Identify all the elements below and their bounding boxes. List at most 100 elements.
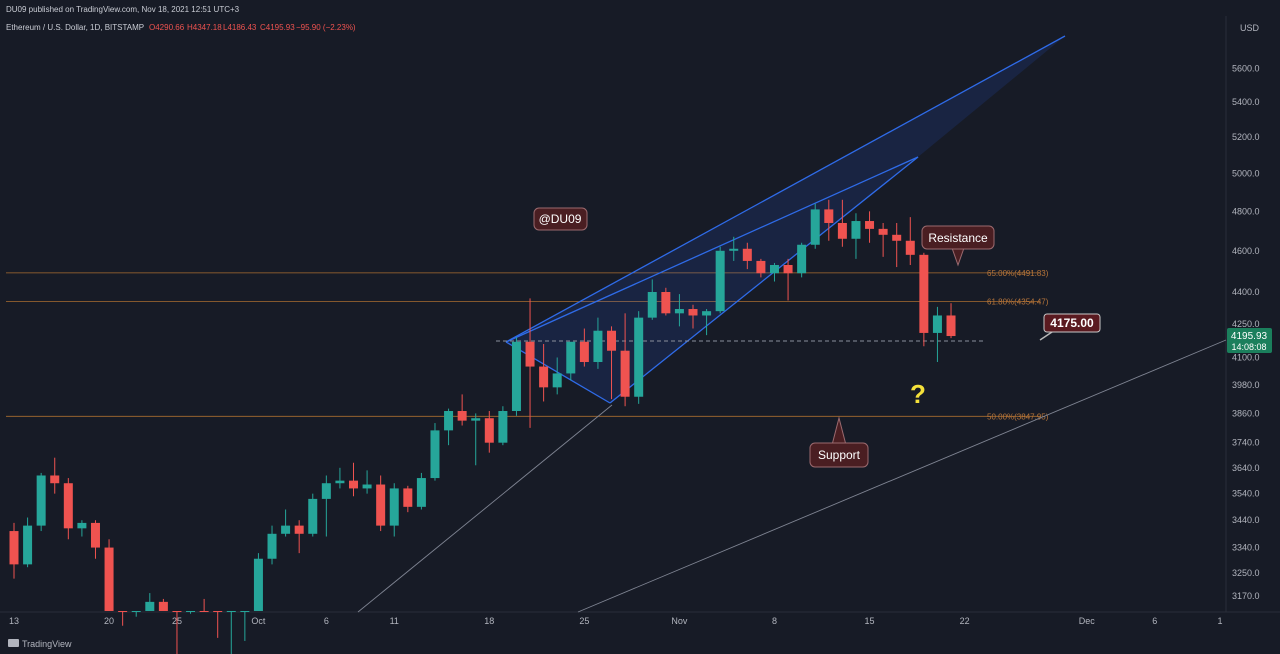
candle[interactable] — [905, 217, 915, 266]
candle[interactable] — [389, 483, 399, 537]
candle[interactable] — [932, 306, 942, 363]
candle[interactable] — [715, 246, 725, 314]
candle[interactable] — [607, 326, 617, 400]
candle[interactable] — [403, 485, 413, 513]
candle[interactable] — [362, 470, 372, 494]
fib-level-label: 61.80%(4354.47) — [987, 298, 1049, 307]
candle-body — [77, 522, 87, 529]
candle[interactable] — [756, 258, 766, 278]
candle[interactable] — [810, 203, 820, 249]
candle[interactable] — [77, 520, 87, 537]
support-callout[interactable]: Support — [809, 416, 869, 468]
candle[interactable] — [702, 309, 712, 336]
candle[interactable] — [444, 408, 454, 446]
candle-body — [281, 525, 291, 534]
trendline-1[interactable] — [357, 404, 613, 613]
candle[interactable] — [199, 598, 209, 612]
candle[interactable] — [579, 328, 589, 367]
candle[interactable] — [226, 611, 236, 654]
candle[interactable] — [253, 553, 263, 611]
candle[interactable] — [729, 236, 739, 261]
candle[interactable] — [892, 222, 902, 268]
candles[interactable] — [9, 199, 956, 654]
candle-body — [634, 317, 644, 397]
candle[interactable] — [647, 279, 657, 320]
candle[interactable] — [783, 258, 793, 301]
time-tick-label: Oct — [251, 616, 266, 626]
candle[interactable] — [511, 337, 521, 416]
candle[interactable] — [158, 598, 168, 611]
candle[interactable] — [769, 262, 779, 282]
candle-body — [797, 244, 807, 274]
candle[interactable] — [349, 462, 358, 497]
time-tick-label: Dec — [1079, 616, 1096, 626]
candle[interactable] — [186, 611, 196, 614]
candle-body — [484, 418, 494, 443]
candle[interactable] — [267, 525, 277, 565]
candle[interactable] — [865, 211, 875, 243]
time-tick-label: 6 — [324, 616, 329, 626]
candle[interactable] — [525, 298, 535, 428]
candle[interactable] — [104, 539, 114, 611]
candle[interactable] — [688, 304, 698, 329]
candle[interactable] — [674, 294, 684, 327]
tradingview-brand[interactable]: TradingView — [8, 639, 72, 649]
candle-body — [783, 265, 793, 274]
candle-body — [511, 341, 521, 412]
candle[interactable] — [131, 611, 141, 617]
candle[interactable] — [620, 313, 630, 407]
candle[interactable] — [9, 522, 19, 579]
candle[interactable] — [552, 357, 562, 395]
candle[interactable] — [240, 611, 250, 641]
candle[interactable] — [23, 517, 33, 568]
candle[interactable] — [457, 394, 467, 426]
target-price-callout[interactable]: 4175.00 — [1039, 313, 1101, 341]
candle[interactable] — [63, 478, 73, 540]
candle[interactable] — [498, 406, 508, 446]
candle[interactable] — [797, 242, 807, 278]
candle[interactable] — [661, 287, 671, 316]
rising-wedge[interactable] — [505, 35, 1066, 404]
candle[interactable] — [593, 317, 603, 369]
candle-body — [471, 418, 481, 421]
candle[interactable] — [118, 611, 128, 626]
candle[interactable] — [634, 311, 644, 404]
candle[interactable] — [566, 341, 576, 381]
candle[interactable] — [824, 199, 834, 241]
candle[interactable] — [294, 520, 304, 554]
candle[interactable] — [851, 213, 861, 259]
current-price-badge[interactable]: 4195.93 14:08:08 — [1227, 328, 1272, 353]
candle[interactable] — [539, 344, 549, 402]
candle[interactable] — [50, 457, 60, 494]
candle[interactable] — [145, 593, 155, 611]
candle[interactable] — [416, 472, 426, 510]
support-callout-text: Support — [818, 448, 861, 462]
candle[interactable] — [946, 303, 956, 339]
candle[interactable] — [430, 423, 440, 481]
resistance-callout[interactable]: Resistance — [921, 225, 995, 267]
candle[interactable] — [742, 242, 752, 270]
candle-body — [525, 341, 535, 367]
trendline-2[interactable] — [577, 339, 1227, 613]
candle[interactable] — [837, 199, 847, 247]
candle[interactable] — [878, 222, 888, 257]
candle[interactable] — [213, 611, 223, 638]
candle[interactable] — [172, 611, 182, 654]
candle[interactable] — [335, 467, 345, 489]
price-axis[interactable]: USD 3170.0 3250.0 3340.0 3440.0 3540.0 3640.0… — [1232, 23, 1260, 601]
handle-callout[interactable]: @DU09 — [533, 207, 588, 231]
candle[interactable] — [281, 509, 291, 537]
candle-body — [566, 341, 576, 374]
candle[interactable] — [308, 493, 318, 537]
candle[interactable] — [36, 472, 46, 532]
candle[interactable] — [376, 475, 386, 532]
candle[interactable] — [90, 520, 100, 559]
candle[interactable] — [321, 475, 331, 537]
price-tick-label: 4100.0 — [1232, 352, 1260, 362]
time-tick-label: 25 — [579, 616, 589, 626]
candle[interactable] — [919, 252, 929, 347]
candle-body — [444, 411, 454, 431]
candle[interactable] — [471, 413, 481, 466]
candle[interactable] — [484, 411, 494, 453]
